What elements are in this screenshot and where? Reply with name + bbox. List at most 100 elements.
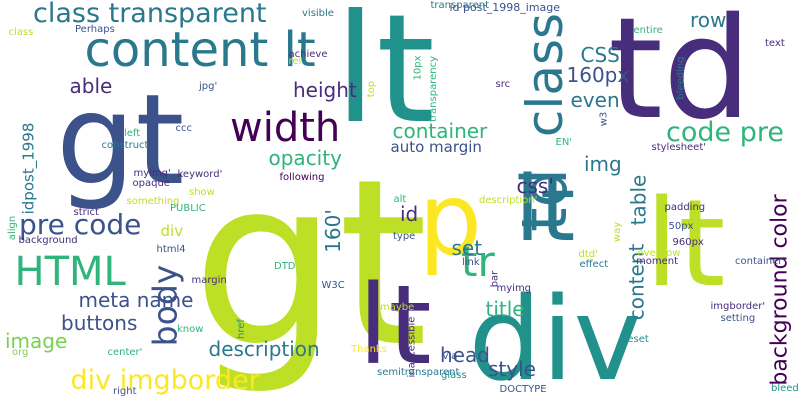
word-en: EN': [555, 137, 573, 148]
word-id-post-1998-image: id post_1998_image: [449, 0, 561, 14]
word-way: way: [612, 221, 624, 243]
word-description: description: [208, 337, 320, 361]
word-dtd: dtd': [578, 249, 598, 260]
word-head: head: [440, 343, 490, 367]
word-css: CSS: [580, 43, 620, 67]
word-div-imgborder: div imgborder: [70, 364, 260, 396]
word-effect: effect: [579, 259, 609, 270]
word-org: org: [12, 347, 29, 358]
word-lt: lt: [515, 157, 576, 262]
word-pre-code: pre code: [19, 208, 142, 241]
word-row: row: [690, 8, 727, 32]
word-bleeding: bleeding: [675, 56, 687, 100]
word-tr: tr: [461, 237, 495, 286]
word-td: td: [608, 0, 752, 151]
word-myimg: myimg: [496, 283, 532, 294]
word-stylesheet: stylesheet': [651, 142, 707, 153]
word-background-color: background color: [767, 194, 793, 386]
word-semitransparent: semitransparent: [377, 367, 460, 378]
word-div: div: [468, 272, 642, 400]
word-right: right: [113, 386, 137, 397]
word-class: class: [8, 27, 34, 38]
word-entire: entire: [633, 25, 663, 36]
word-10px: 10px: [412, 55, 423, 81]
word-width: width: [230, 105, 341, 151]
word-top: top: [366, 80, 378, 98]
word-href: href: [235, 319, 247, 339]
word-left: left: [124, 128, 141, 139]
word-gt: gt: [56, 67, 185, 213]
word-description: description': [479, 195, 538, 206]
word-image: image: [5, 329, 68, 353]
word-strict: strict: [73, 207, 99, 218]
word-text: text: [765, 38, 785, 49]
word-img: img: [584, 152, 622, 176]
word-link: link: [462, 257, 480, 268]
word-moment: moment: [636, 256, 679, 267]
word-idpost-1998: idpost_1998: [19, 122, 38, 214]
word-transparent: transparent: [430, 0, 490, 11]
word-960px: 960px: [672, 237, 704, 248]
word-w3c: W3C: [321, 280, 345, 291]
word-visible: visible: [302, 8, 334, 19]
word-gt: gt: [192, 131, 429, 398]
word-thanks: Thanks: [351, 344, 387, 355]
word-background: background: [18, 235, 78, 246]
word-via: via: [442, 351, 458, 362]
word-container: container': [735, 256, 786, 267]
word-table: table: [625, 174, 650, 226]
word-container: container: [392, 119, 488, 143]
word-perhaps: Perhaps: [75, 24, 115, 35]
word-jpg: jpg': [199, 81, 218, 92]
word-know: know: [177, 324, 204, 335]
word-lt: lt: [334, 0, 436, 157]
word-public: PUBLIC: [170, 203, 206, 214]
word-auto-margin: auto margin: [390, 137, 482, 156]
word-dtd: DTD: [274, 261, 296, 272]
word-meta-name: meta name: [78, 288, 194, 312]
word-align: align: [7, 215, 19, 241]
word-imgborder: imgborder': [710, 301, 766, 312]
word-overflow: overflow: [637, 248, 681, 259]
word-css: css': [516, 174, 554, 198]
word-html: HTML: [14, 249, 126, 295]
word-html4: html4: [156, 244, 186, 255]
word-doctype: DOCTYPE: [499, 384, 547, 395]
word-able: able: [69, 74, 113, 98]
word-50px: 50px: [668, 221, 694, 232]
word-alt: alt: [393, 194, 407, 205]
word-margin: margin: [191, 275, 227, 286]
word-show: show: [189, 187, 215, 198]
word-id: id: [400, 202, 419, 226]
word-code-pre: code pre: [666, 116, 784, 148]
word-type: type: [393, 231, 416, 242]
word-even: even: [570, 88, 620, 112]
word-glass: glass: [441, 370, 467, 381]
word-class-transparent: class transparent: [33, 0, 267, 29]
word-padding: padding: [664, 202, 706, 213]
word-myimg: myimg': [133, 168, 171, 179]
word-achieve: achieve: [288, 49, 328, 60]
word-center: center': [107, 347, 143, 358]
word-something: something: [126, 196, 180, 207]
word-keyword: keyword': [177, 169, 223, 180]
word-height: height: [293, 78, 357, 102]
word-160: 160': [320, 209, 345, 253]
word-setting: setting: [720, 313, 756, 324]
word-title: title: [485, 297, 525, 321]
word-construct: construct: [101, 140, 149, 151]
word-transparency: transparency: [427, 56, 439, 122]
word-rel: rel: [288, 56, 302, 67]
word-opaque: opaque: [132, 178, 170, 189]
word-w3: w3: [597, 111, 609, 127]
word-lt: lt: [358, 261, 432, 389]
word-lt: lt: [645, 175, 726, 314]
word-maybe: maybe: [380, 302, 415, 313]
word-bleed: bleed: [771, 383, 799, 394]
word-ccc: ccc: [175, 123, 193, 134]
word-content-lt: content lt: [84, 22, 316, 78]
word-div: div: [160, 221, 184, 240]
word-reset: reset: [623, 334, 649, 345]
word-set: set: [451, 236, 483, 260]
